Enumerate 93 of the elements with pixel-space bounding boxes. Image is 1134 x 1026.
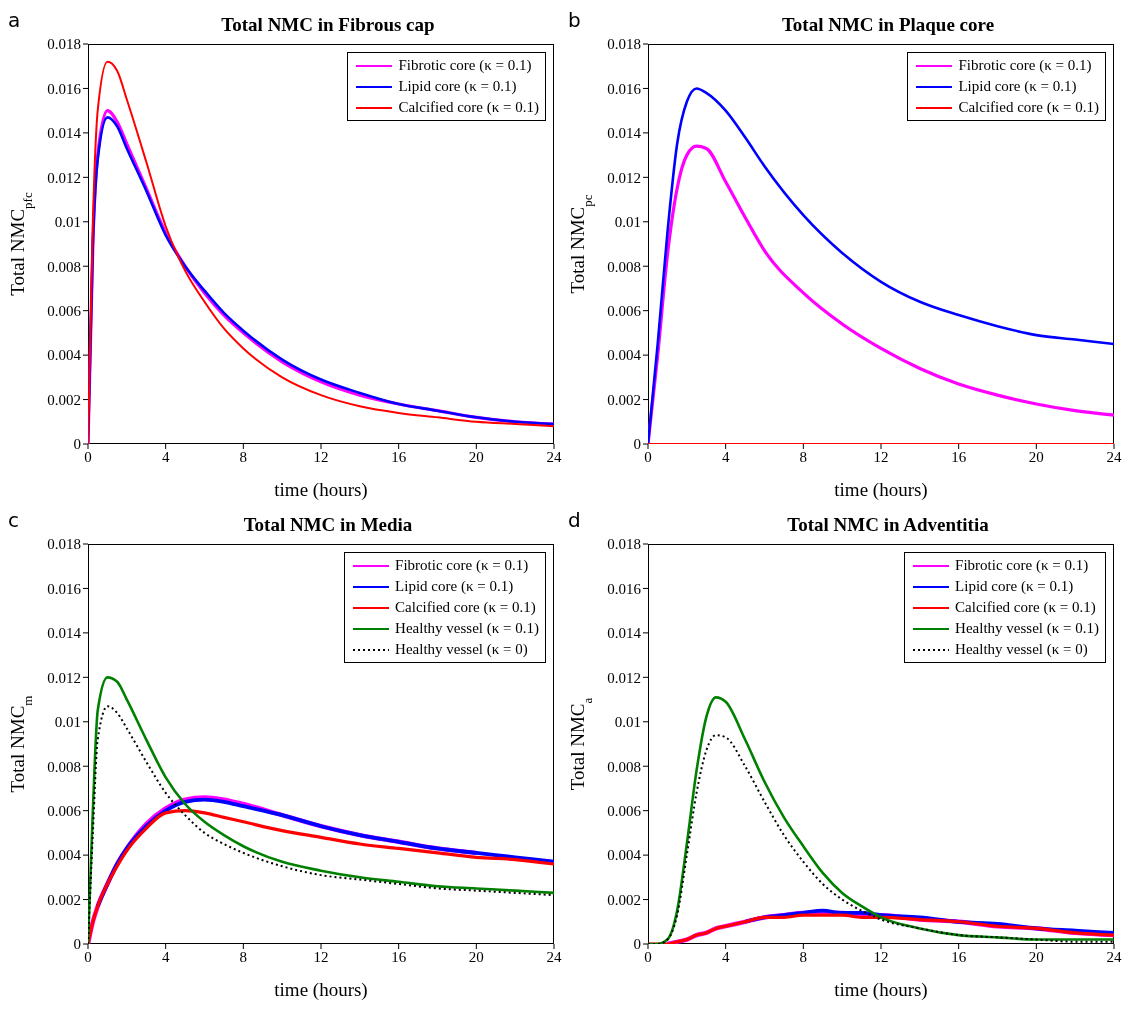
- y-tick-label: 0.006: [47, 302, 82, 319]
- x-axis-title: time (hours): [274, 979, 368, 1001]
- x-tick-label: 12: [313, 948, 329, 965]
- y-tick-label: 0: [633, 436, 641, 453]
- text: c: [8, 508, 19, 532]
- legend-label: Fibrotic core (κ = 0.1): [955, 557, 1089, 574]
- y-tick-label: 0.006: [607, 802, 642, 819]
- y-tick-label: 0.008: [47, 758, 81, 775]
- x-tick-label: 20: [1028, 448, 1044, 465]
- y-tick-label: 0.002: [47, 891, 81, 908]
- legend-label: Fibrotic core (κ = 0.1): [395, 557, 529, 574]
- x-tick-label: 16: [951, 448, 967, 465]
- legend-label: Healthy vessel (κ = 0): [955, 641, 1088, 658]
- text: d: [568, 508, 581, 532]
- chart-title: Total NMC in Fibrous cap: [220, 14, 436, 36]
- legend-label: Healthy vessel (κ = 0.1): [395, 620, 539, 637]
- x-tick-label: 16: [391, 448, 407, 465]
- y-tick-label: 0.002: [607, 391, 641, 408]
- legend-label: Healthy vessel (κ = 0): [395, 641, 528, 658]
- y-tick-label: 0.018: [47, 36, 81, 53]
- x-tick-label: 20: [1028, 948, 1044, 965]
- text: a: [8, 8, 21, 32]
- x-tick-label: 20: [468, 448, 484, 465]
- y-tick-label: 0.002: [47, 391, 81, 408]
- x-tick-label: 24: [1106, 448, 1122, 465]
- legend-label: Calcified core (κ = 0.1): [395, 599, 536, 616]
- y-tick-label: 0.004: [607, 347, 642, 364]
- chart-title: Total NMC in Media: [242, 514, 414, 536]
- y-tick-label: 0.01: [614, 214, 641, 231]
- legend-label: Calcified core (κ = 0.1): [958, 99, 1099, 116]
- y-tick-label: 0.004: [607, 847, 642, 864]
- legend-label: Healthy vessel (κ = 0.1): [955, 620, 1099, 637]
- y-tick-label: 0.016: [607, 80, 642, 97]
- x-axis-title: time (hours): [834, 979, 928, 1001]
- text: b: [568, 8, 581, 32]
- legend-label: Lipid core (κ = 0.1): [395, 578, 514, 595]
- y-tick-label: 0.012: [607, 669, 641, 686]
- x-tick-label: 4: [161, 948, 170, 965]
- x-tick-label: 8: [239, 448, 248, 465]
- x-tick-label: 4: [721, 948, 730, 965]
- y-tick-label: 0: [73, 436, 81, 453]
- y-tick-label: 0.012: [47, 169, 81, 186]
- legend-label: Fibrotic core (κ = 0.1): [398, 57, 532, 74]
- y-tick-label: 0.006: [607, 302, 642, 319]
- y-tick-label: 0.01: [614, 714, 641, 731]
- y-tick-label: 0.014: [607, 125, 642, 142]
- x-tick-label: 12: [873, 948, 889, 965]
- y-tick-label: 0.002: [607, 891, 641, 908]
- y-tick-label: 0.008: [47, 258, 81, 275]
- y-tick-label: 0.016: [47, 580, 82, 597]
- y-tick-label: 0.014: [47, 125, 82, 142]
- y-tick-label: 0.018: [607, 536, 641, 553]
- y-tick-label: 0.016: [607, 580, 642, 597]
- y-tick-label: 0.008: [607, 258, 641, 275]
- y-tick-label: 0.004: [47, 847, 82, 864]
- y-tick-label: 0: [633, 936, 641, 953]
- y-tick-label: 0.01: [54, 214, 81, 231]
- x-tick-label: 8: [799, 948, 808, 965]
- chart-title: Total NMC in Adventitia: [786, 514, 990, 536]
- legend-label: Lipid core (κ = 0.1): [955, 578, 1074, 595]
- x-tick-label: 20: [468, 948, 484, 965]
- y-tick-label: 0.01: [54, 714, 81, 731]
- legend-label: Calcified core (κ = 0.1): [955, 599, 1096, 616]
- y-tick-label: 0.018: [607, 36, 641, 53]
- y-tick-label: 0.012: [47, 669, 81, 686]
- x-tick-label: 24: [1106, 948, 1122, 965]
- x-tick-label: 4: [721, 448, 730, 465]
- x-tick-label: 8: [799, 448, 808, 465]
- x-tick-label: 12: [313, 448, 329, 465]
- y-tick-label: 0.016: [47, 80, 82, 97]
- y-tick-label: 0.014: [47, 625, 82, 642]
- x-tick-label: 4: [161, 448, 170, 465]
- legend-label: Lipid core (κ = 0.1): [398, 78, 517, 95]
- y-tick-label: 0.008: [607, 758, 641, 775]
- x-tick-label: 12: [873, 448, 889, 465]
- y-tick-label: 0.004: [47, 347, 82, 364]
- y-tick-label: 0.014: [607, 625, 642, 642]
- legend-label: Calcified core (κ = 0.1): [398, 99, 539, 116]
- chart-title: Total NMC in Plaque core: [780, 14, 996, 36]
- y-tick-label: 0.018: [47, 536, 81, 553]
- x-tick-label: 16: [391, 948, 407, 965]
- x-tick-label: 16: [951, 948, 967, 965]
- x-tick-label: 24: [546, 448, 562, 465]
- line-series: [88, 809, 554, 944]
- x-tick-label: 24: [546, 948, 562, 965]
- legend-label: Lipid core (κ = 0.1): [958, 78, 1077, 95]
- y-tick-label: 0.012: [607, 169, 641, 186]
- x-axis-title: time (hours): [274, 479, 368, 501]
- y-tick-label: 0.006: [47, 802, 82, 819]
- y-tick-label: 0: [73, 936, 81, 953]
- legend-label: Fibrotic core (κ = 0.1): [958, 57, 1092, 74]
- x-tick-label: 8: [239, 948, 248, 965]
- x-axis-title: time (hours): [834, 479, 928, 501]
